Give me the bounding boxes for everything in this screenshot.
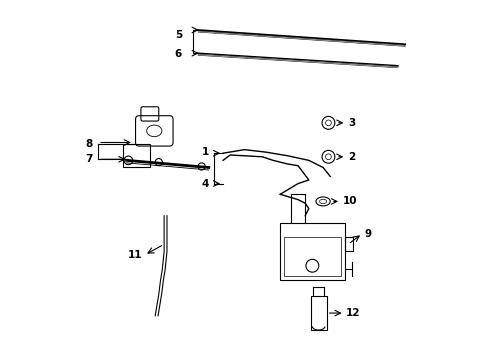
Text: 1: 1 <box>201 147 208 157</box>
Text: 12: 12 <box>346 308 360 318</box>
Text: 4: 4 <box>201 179 208 189</box>
Text: 3: 3 <box>347 118 355 128</box>
Bar <box>283 237 340 276</box>
Text: 11: 11 <box>128 250 142 260</box>
Text: 5: 5 <box>174 30 182 40</box>
Bar <box>280 223 344 280</box>
Text: 6: 6 <box>174 49 182 59</box>
Text: 8: 8 <box>85 139 93 149</box>
Text: 10: 10 <box>342 197 357 206</box>
Bar <box>123 144 149 167</box>
Text: 7: 7 <box>85 154 93 164</box>
Text: 9: 9 <box>364 229 370 239</box>
Bar <box>310 296 326 330</box>
Bar <box>344 237 353 251</box>
Text: 2: 2 <box>347 152 355 162</box>
